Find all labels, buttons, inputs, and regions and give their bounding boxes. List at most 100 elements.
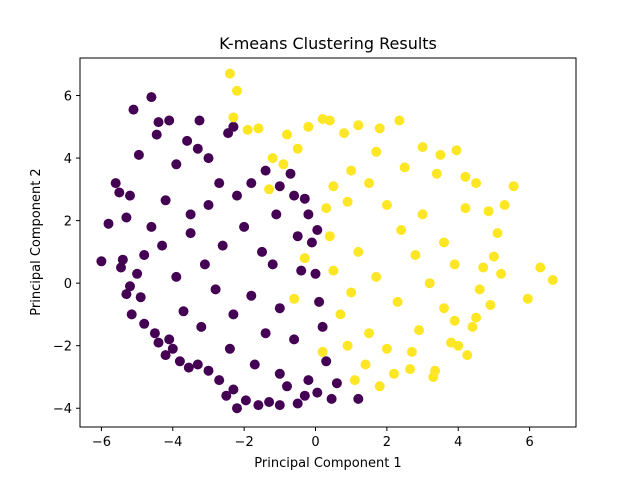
cluster-0-point xyxy=(326,393,337,404)
cluster-0-point xyxy=(125,190,135,201)
cluster-1-point xyxy=(317,346,328,357)
cluster-0-point xyxy=(282,381,292,392)
cluster-0-point xyxy=(292,231,303,242)
cluster-1-point xyxy=(460,203,471,214)
cluster-1-point xyxy=(342,340,353,351)
cluster-1-point xyxy=(381,200,392,210)
cluster-0-point xyxy=(312,225,323,235)
cluster-1-point xyxy=(405,364,416,375)
cluster-0-point xyxy=(149,328,160,339)
cluster-0-point xyxy=(146,92,157,103)
cluster-1-point xyxy=(460,171,471,182)
x-tick-label: 0 xyxy=(311,435,319,450)
cluster-0-point xyxy=(312,387,323,398)
x-tick-label: 4 xyxy=(454,435,462,450)
cluster-1-point xyxy=(392,296,403,307)
cluster-0-point xyxy=(214,375,225,386)
cluster-1-point xyxy=(449,315,460,326)
cluster-0-point xyxy=(240,395,251,406)
cluster-1-point xyxy=(324,231,335,242)
cluster-0-point xyxy=(221,390,232,401)
cluster-0-point xyxy=(114,187,125,198)
cluster-1-point xyxy=(346,287,357,298)
cluster-1-point xyxy=(381,343,392,354)
cluster-1-point xyxy=(394,115,405,126)
cluster-1-point xyxy=(439,303,449,314)
cluster-0-point xyxy=(228,384,239,395)
cluster-0-point xyxy=(267,259,278,270)
cluster-1-point xyxy=(428,372,439,382)
cluster-0-point xyxy=(317,321,328,332)
cluster-0-point xyxy=(289,190,300,201)
cluster-1-point xyxy=(374,123,385,134)
cluster-1-point xyxy=(535,262,546,273)
cluster-1-point xyxy=(342,196,353,207)
x-tick-label: 2 xyxy=(383,435,391,450)
cluster-0-point xyxy=(185,209,196,220)
x-tick-label: −2 xyxy=(235,435,254,450)
y-tick-label: −4 xyxy=(53,402,72,417)
cluster-0-point xyxy=(289,334,300,345)
y-axis-label: Principal Component 2 xyxy=(29,168,44,315)
cluster-1-point xyxy=(488,251,499,262)
cluster-0-point xyxy=(133,149,144,160)
cluster-0-point xyxy=(125,281,135,292)
cluster-0-point xyxy=(271,209,282,220)
cluster-0-point xyxy=(183,362,194,373)
cluster-1-point xyxy=(417,209,428,220)
cluster-0-point xyxy=(121,289,132,300)
cluster-0-point xyxy=(117,254,128,265)
x-axis-label: Principal Component 1 xyxy=(254,456,401,471)
cluster-0-point xyxy=(182,135,193,146)
cluster-1-point xyxy=(364,328,374,339)
cluster-0-point xyxy=(178,306,189,317)
cluster-1-point xyxy=(499,200,510,210)
chart-title: K-means Clustering Results xyxy=(219,34,437,53)
cluster-1-point xyxy=(451,145,462,156)
cluster-1-point xyxy=(410,250,421,260)
cluster-1-point xyxy=(389,368,399,379)
cluster-1-point xyxy=(282,129,292,140)
cluster-0-point xyxy=(164,115,175,126)
cluster-0-point xyxy=(157,240,168,251)
cluster-0-point xyxy=(171,271,182,282)
cluster-0-point xyxy=(167,343,178,354)
cluster-1-point xyxy=(374,381,385,392)
cluster-0-point xyxy=(260,328,271,339)
cluster-0-point xyxy=(103,218,114,229)
cluster-1-point xyxy=(439,237,449,248)
cluster-0-point xyxy=(203,365,214,376)
cluster-0-point xyxy=(185,228,196,239)
cluster-0-point xyxy=(285,168,296,179)
cluster-0-point xyxy=(174,356,185,367)
cluster-0-point xyxy=(192,143,203,154)
cluster-1-point xyxy=(267,153,278,164)
cluster-0-point xyxy=(246,290,257,301)
cluster-1-point xyxy=(328,181,339,192)
cluster-1-point xyxy=(467,321,478,332)
cluster-1-point xyxy=(299,253,310,264)
cluster-0-point xyxy=(139,318,150,329)
x-tick-label: −4 xyxy=(163,435,182,450)
cluster-0-point xyxy=(160,195,171,206)
cluster-1-point xyxy=(328,265,339,276)
cluster-0-point xyxy=(303,375,314,386)
y-tick-label: 6 xyxy=(64,90,72,105)
cluster-1-point xyxy=(462,350,473,361)
cluster-0-point xyxy=(121,212,132,223)
cluster-0-point xyxy=(192,359,203,370)
cluster-1-point xyxy=(253,123,264,134)
cluster-1-point xyxy=(339,128,350,139)
cluster-1-point xyxy=(449,259,460,270)
cluster-0-point xyxy=(260,165,271,176)
cluster-1-point xyxy=(399,162,410,173)
cluster-0-point xyxy=(306,237,317,248)
cluster-1-point xyxy=(371,271,382,282)
cluster-0-point xyxy=(196,321,207,332)
cluster-0-point xyxy=(274,368,285,379)
cluster-0-point xyxy=(151,129,162,140)
cluster-0-point xyxy=(135,292,146,303)
cluster-0-point xyxy=(292,398,303,409)
cluster-1-point xyxy=(242,124,253,135)
